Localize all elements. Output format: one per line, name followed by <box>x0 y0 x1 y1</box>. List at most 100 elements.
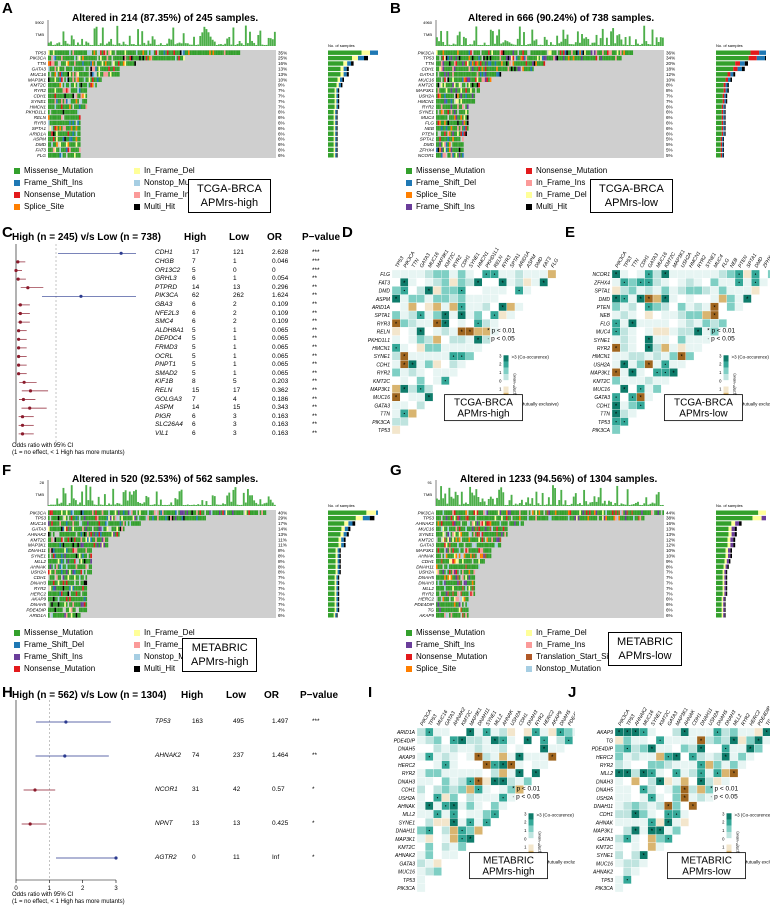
mutation-cell <box>438 61 440 66</box>
legend-text: Splice_Site <box>24 202 64 211</box>
mutation-cell <box>436 564 438 569</box>
mutation-cell <box>71 543 73 548</box>
mutation-cell <box>483 510 485 515</box>
heatmap-row-label: MAP3K1 <box>370 387 390 393</box>
tmb-bar <box>222 503 224 506</box>
mutation-cell <box>134 516 136 521</box>
mutation-cell <box>438 137 440 142</box>
heatmap-cell <box>483 785 491 793</box>
sample-bar <box>336 99 338 103</box>
gene-percent: 7% <box>666 586 673 591</box>
mutation-cell <box>496 61 498 66</box>
heatmap-row-label: CDH1 <box>401 788 415 794</box>
mutation-cell <box>89 532 91 537</box>
mutation-cell <box>465 570 467 575</box>
mutation-cell <box>500 537 502 542</box>
heatmap-row-label: GATA3 <box>594 395 610 401</box>
mutation-cell <box>571 516 573 521</box>
mutation-cell <box>451 532 453 537</box>
tmb-bar <box>643 26 645 46</box>
sample-bar <box>334 613 335 617</box>
mutation-cell <box>441 608 443 613</box>
mutation-cell <box>441 88 443 93</box>
mutation-cell <box>472 532 474 537</box>
mutation-cell <box>76 137 78 142</box>
tmb-bar <box>438 41 440 46</box>
tmb-bar <box>67 44 69 46</box>
legend-swatch <box>134 168 140 174</box>
mutation-cell <box>61 613 63 618</box>
mutation-cell <box>438 104 440 109</box>
mutation-cell <box>81 72 83 77</box>
mutation-cell <box>79 131 81 136</box>
mutation-cell <box>235 50 237 55</box>
mutation-cell <box>483 543 485 548</box>
mutation-cell <box>488 50 490 55</box>
mutation-cell <box>472 94 474 99</box>
mutation-cell <box>55 510 57 515</box>
heatmap-cell <box>686 286 694 294</box>
sample-bar <box>335 142 336 146</box>
mutation-cell <box>446 570 448 575</box>
mutation-cell <box>51 72 53 77</box>
mutation-cell <box>146 516 148 521</box>
forest-high-cell: 7 <box>192 396 196 403</box>
mutation-cell <box>118 532 120 537</box>
mutation-cell <box>475 554 477 559</box>
mutation-cell <box>493 521 495 526</box>
mutation-cell <box>59 67 61 72</box>
mutation-cell <box>447 148 449 153</box>
forest-p-cell: ** <box>312 327 317 334</box>
sample-bar <box>716 51 751 55</box>
mutation-cell <box>441 142 443 147</box>
mutation-cell <box>71 537 73 542</box>
heatmap-dot <box>568 740 569 741</box>
heatmap-dot <box>616 421 617 422</box>
mutation-cell <box>74 570 76 575</box>
forest-low-cell: 237 <box>233 752 244 759</box>
heatmap-cell <box>450 794 458 802</box>
tmb-bar <box>98 497 100 506</box>
mutation-cell <box>472 521 474 526</box>
mutation-cell <box>103 521 105 526</box>
legend-text: In_Frame_Ins <box>536 640 585 649</box>
mutation-cell <box>451 67 453 72</box>
mutation-cell <box>188 510 190 515</box>
heatmap-cell <box>474 344 482 352</box>
mutation-cell <box>457 77 459 82</box>
heatmap-dot <box>445 764 446 765</box>
mutation-cell <box>51 586 53 591</box>
mutation-cell <box>480 516 482 521</box>
mutation-cell <box>69 110 71 115</box>
tmb-bar <box>195 45 197 46</box>
mutation-cell <box>446 137 448 142</box>
sample-bar <box>336 565 338 569</box>
heatmap-cell <box>450 777 458 785</box>
mutation-cell <box>480 532 482 537</box>
mutation-cell <box>56 83 58 88</box>
mutation-cell <box>439 94 441 99</box>
sample-bar <box>745 61 748 65</box>
mutation-cell <box>59 516 61 521</box>
legend-swatch <box>526 192 532 198</box>
mutation-cell <box>451 597 453 602</box>
mutation-cell <box>178 50 180 55</box>
mutation-cell <box>452 554 454 559</box>
mutation-cell <box>55 72 57 77</box>
gene-label: PIK3CA <box>418 510 434 515</box>
heatmap-dot <box>648 306 649 307</box>
mutation-cell <box>77 564 79 569</box>
mutation-cell <box>457 148 459 153</box>
tmb-bar <box>177 499 179 506</box>
tmb-bar <box>571 504 573 506</box>
tmb-bar <box>261 45 263 46</box>
forest-p-cell: *** <box>312 258 320 265</box>
heatmap-cell <box>441 368 449 376</box>
mutation-cell <box>529 61 531 66</box>
mutation-cell <box>76 510 78 515</box>
mutation-cell <box>459 115 461 120</box>
mutation-cell <box>469 548 471 553</box>
sample-bar <box>334 110 335 114</box>
gene-label: MUC16 <box>418 77 434 82</box>
mutation-cell <box>473 94 475 99</box>
